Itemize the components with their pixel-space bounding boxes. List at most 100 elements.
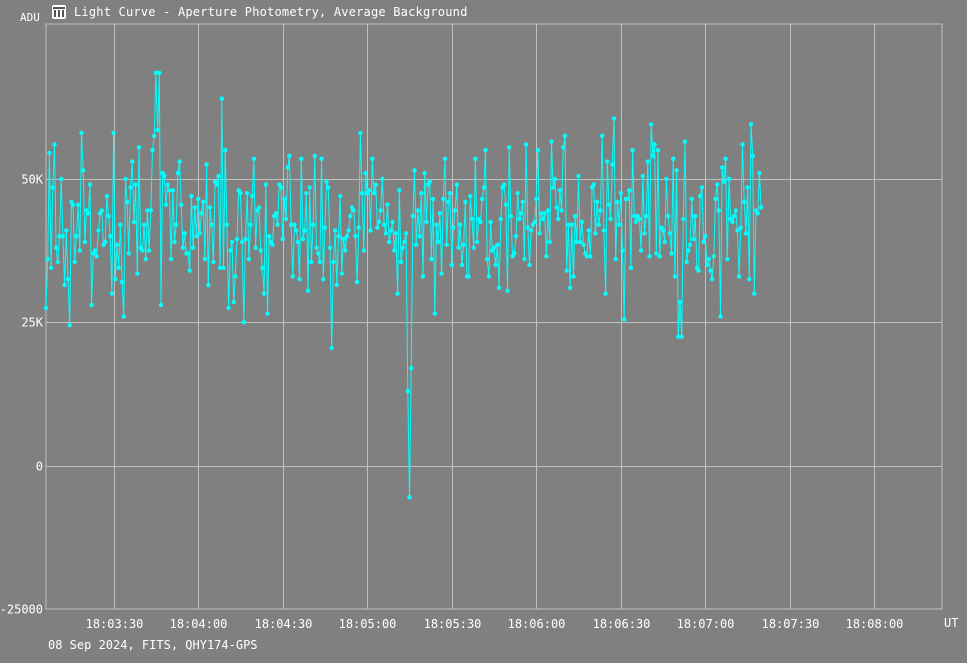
light-curve-app-icon[interactable] [52,5,66,19]
data-point [309,259,314,265]
data-point [354,279,360,285]
data-point [645,159,650,164]
data-point [197,231,202,236]
data-point [371,191,377,196]
data-point [544,254,549,259]
data-point [610,162,615,167]
data-point [356,225,361,230]
data-point [687,242,693,247]
x-tick-label: 18:05:30 [424,617,482,631]
data-point [463,199,468,204]
data-point [655,148,661,153]
data-point [469,216,475,222]
data-point [43,305,49,311]
data-point [143,256,148,262]
data-point [263,182,268,187]
data-point [74,234,79,239]
data-point [124,199,130,204]
data-point [234,236,240,242]
data-point [148,208,153,213]
data-point [103,239,108,245]
data-point [302,228,307,233]
data-point [211,259,216,265]
data-point [613,256,618,262]
data-point [174,222,179,227]
data-point [194,234,199,239]
data-point [190,245,196,250]
data-point [326,185,331,190]
data-point [638,248,644,253]
data-point [334,282,339,288]
data-point [667,231,672,236]
data-point [441,196,446,202]
data-point [442,156,448,161]
data-point [55,259,60,265]
data-point [145,208,150,213]
data-point [466,274,471,279]
data-point [414,242,419,247]
data-point [512,251,517,256]
data-point [226,305,231,311]
data-point [388,228,394,233]
x-tick-label: 18:04:00 [170,617,228,631]
data-point [730,219,735,225]
data-point [676,334,681,339]
data-point [731,213,737,219]
data-point [167,188,172,193]
data-point [152,133,157,138]
data-point [649,122,654,127]
data-point [314,245,319,250]
data-point [715,182,720,187]
data-point [135,271,140,276]
data-point [591,182,596,187]
data-point [400,245,405,250]
data-point [738,225,743,230]
data-point [706,256,711,262]
data-point [642,231,647,236]
data-point [336,234,341,239]
data-point [185,251,191,256]
data-point [603,291,608,296]
y-tick-label: 50K [21,173,43,187]
data-point [189,193,194,199]
data-point [366,188,372,193]
data-point [207,205,213,210]
data-point [561,145,566,150]
data-point [576,173,581,179]
data-point [665,213,671,219]
data-point [324,179,329,184]
data-point [644,213,649,219]
data-point [231,300,236,305]
data-point [209,222,214,227]
data-point [89,302,94,308]
data-point [376,219,382,225]
data-point [415,208,421,213]
data-point [275,222,280,227]
data-point [539,211,544,216]
data-point [398,259,404,265]
data-point [322,225,328,230]
data-point [229,239,235,245]
data-point [133,182,138,187]
data-point [353,234,358,239]
data-point [77,248,83,253]
data-point [459,262,465,268]
data-point [405,388,410,394]
data-point [47,150,52,156]
x-tick-label: 18:08:00 [846,617,904,631]
data-point [684,259,689,265]
data-point [307,185,312,190]
data-point [640,173,645,179]
data-point [486,274,492,279]
data-point [701,239,706,245]
data-point [726,176,732,182]
data-point [733,208,738,213]
data-point [718,314,723,319]
data-point [650,153,656,159]
data-point [368,228,373,233]
data-point [158,302,164,308]
data-point [256,205,262,210]
data-point [654,251,659,256]
data-point [725,256,730,262]
data-point [508,213,514,219]
